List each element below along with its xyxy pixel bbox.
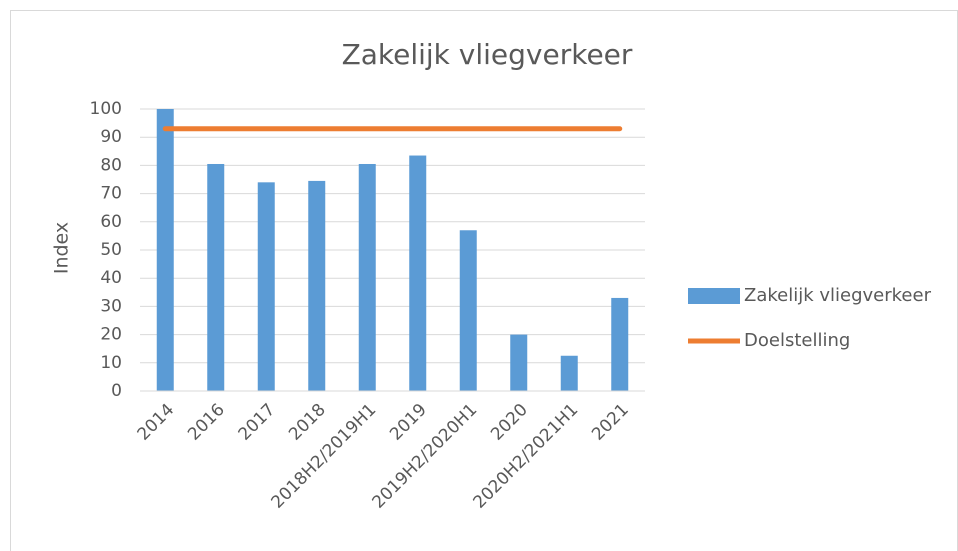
y-tick-label: 60 [100, 212, 122, 232]
y-tick-label: 70 [100, 184, 122, 204]
y-tick-label: 30 [100, 296, 122, 316]
bar [611, 297, 629, 391]
legend-label: Zakelijk vliegverkeer [744, 285, 932, 306]
y-tick-label: 40 [100, 268, 122, 288]
chart-frame [10, 10, 958, 551]
bar [257, 182, 275, 391]
bar [560, 355, 578, 391]
y-tick-label: 90 [100, 127, 122, 147]
legend-swatch [688, 288, 740, 304]
y-tick-label: 80 [100, 155, 122, 175]
y-axis-label: Index [51, 222, 73, 274]
bar [510, 334, 528, 391]
y-tick-label: 100 [90, 99, 122, 119]
y-tick-label: 10 [100, 353, 122, 373]
bar [207, 163, 225, 391]
bar [358, 163, 376, 391]
legend-label: Doelstelling [744, 330, 850, 351]
y-tick-label: 0 [111, 381, 122, 401]
bar [409, 155, 427, 391]
chart-title: Zakelijk vliegverkeer [342, 38, 633, 71]
y-tick-label: 50 [100, 240, 122, 260]
y-tick-label: 20 [100, 325, 122, 345]
bar [459, 230, 477, 391]
bar [156, 109, 174, 391]
bar [308, 180, 326, 391]
